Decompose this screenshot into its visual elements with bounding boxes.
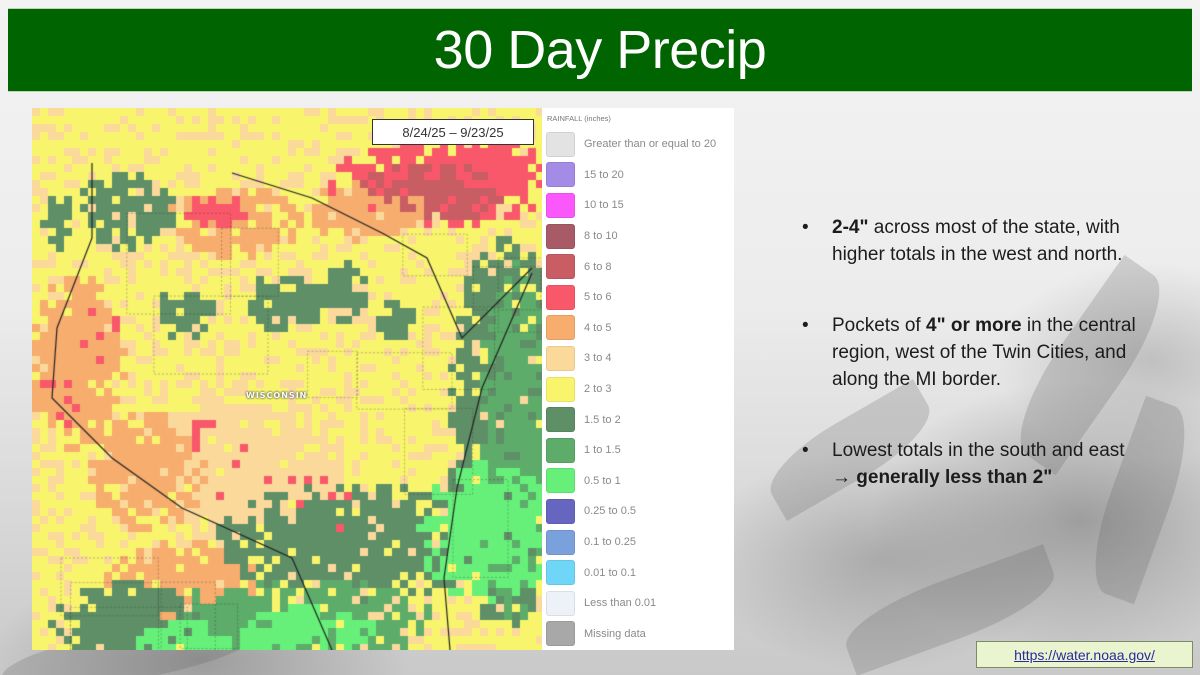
legend-item: Less than 0.01 xyxy=(546,588,730,619)
bullet-dot-icon: • xyxy=(802,217,809,238)
legend-label: Missing data xyxy=(584,627,646,640)
legend-item: Missing data xyxy=(546,619,730,650)
legend-label: 4 to 5 xyxy=(584,321,612,334)
legend-swatch xyxy=(546,223,575,249)
legend-swatch xyxy=(546,131,575,157)
slide-title: 30 Day Precip xyxy=(433,20,767,80)
legend-item: 5 to 6 xyxy=(546,282,730,313)
legend-swatch xyxy=(546,315,575,341)
legend-swatch xyxy=(546,621,575,647)
legend-swatch xyxy=(546,529,575,555)
legend-item: 0.25 to 0.5 xyxy=(546,496,730,527)
legend-label: Greater than or equal to 20 xyxy=(584,138,717,151)
legend-item: 4 to 5 xyxy=(546,313,730,344)
legend-swatch xyxy=(546,254,575,280)
legend-items: Greater than or equal to 20 15 to 20 10 to… xyxy=(546,129,730,649)
bullet-dot-icon: • xyxy=(802,440,809,461)
legend-label: 10 to 15 xyxy=(584,199,624,212)
legend-swatch xyxy=(546,498,575,524)
legend-item: 1.5 to 2 xyxy=(546,404,730,435)
legend-swatch xyxy=(546,407,575,433)
legend-swatch xyxy=(546,560,575,586)
legend-item: 0.01 to 0.1 xyxy=(546,557,730,588)
legend-label: 8 to 10 xyxy=(584,230,618,243)
title-bar: 30 Day Precip xyxy=(8,8,1192,92)
legend-label: 1 to 1.5 xyxy=(584,444,621,457)
legend-swatch xyxy=(546,192,575,218)
legend-label: 0.01 to 0.1 xyxy=(584,566,636,579)
legend-item: 6 to 8 xyxy=(546,251,730,282)
legend-label: 3 to 4 xyxy=(584,352,612,365)
bullet-item: • 2-4" across most of the state, with hi… xyxy=(800,214,1140,268)
legend-title: RAINFALL (inches) xyxy=(547,114,611,123)
legend-swatch xyxy=(546,437,575,463)
date-range-box: 8/24/25 – 9/23/25 xyxy=(372,119,534,145)
legend-label: 6 to 8 xyxy=(584,260,612,273)
source-box: https://water.noaa.gov/ xyxy=(976,641,1193,668)
source-link[interactable]: https://water.noaa.gov/ xyxy=(1014,646,1155,663)
legend-label: 0.25 to 0.5 xyxy=(584,505,636,518)
legend-item: 8 to 10 xyxy=(546,221,730,252)
legend-swatch xyxy=(546,284,575,310)
legend-item: 10 to 15 xyxy=(546,190,730,221)
legend-label: Less than 0.01 xyxy=(584,597,657,610)
bullet-dot-icon: • xyxy=(802,315,809,336)
bullet-text: Lowest totals in the south and east → ge… xyxy=(832,440,1125,488)
state-label: WISCONSIN xyxy=(246,391,308,400)
rainfall-legend: RAINFALL (inches) Greater than or equal … xyxy=(542,108,734,650)
bullet-text: Pockets of 4" or more in the central reg… xyxy=(832,315,1136,390)
legend-item: 2 to 3 xyxy=(546,374,730,405)
legend-label: 0.5 to 1 xyxy=(584,474,621,487)
legend-label: 0.1 to 0.25 xyxy=(584,536,636,549)
legend-label: 1.5 to 2 xyxy=(584,413,621,426)
legend-item: 1 to 1.5 xyxy=(546,435,730,466)
legend-label: 2 to 3 xyxy=(584,383,612,396)
legend-swatch xyxy=(546,468,575,494)
legend-swatch xyxy=(546,345,575,371)
summary-bullets: • 2-4" across most of the state, with hi… xyxy=(800,214,1140,491)
legend-item: 0.5 to 1 xyxy=(546,466,730,497)
legend-swatch xyxy=(546,376,575,402)
rainfall-raster xyxy=(32,108,542,650)
bullet-text: 2-4" across most of the state, with high… xyxy=(832,217,1123,265)
legend-label: 15 to 20 xyxy=(584,168,624,181)
legend-label: 5 to 6 xyxy=(584,291,612,304)
legend-item: 0.1 to 0.25 xyxy=(546,527,730,558)
bullet-item: • Pockets of 4" or more in the central r… xyxy=(800,312,1140,393)
bullet-item: • Lowest totals in the south and east → … xyxy=(800,437,1140,491)
legend-item: 15 to 20 xyxy=(546,160,730,191)
legend-item: 3 to 4 xyxy=(546,343,730,374)
legend-item: Greater than or equal to 20 xyxy=(546,129,730,160)
precip-map: WISCONSIN 8/24/25 – 9/23/25 xyxy=(32,108,542,650)
legend-swatch xyxy=(546,590,575,616)
legend-swatch xyxy=(546,162,575,188)
